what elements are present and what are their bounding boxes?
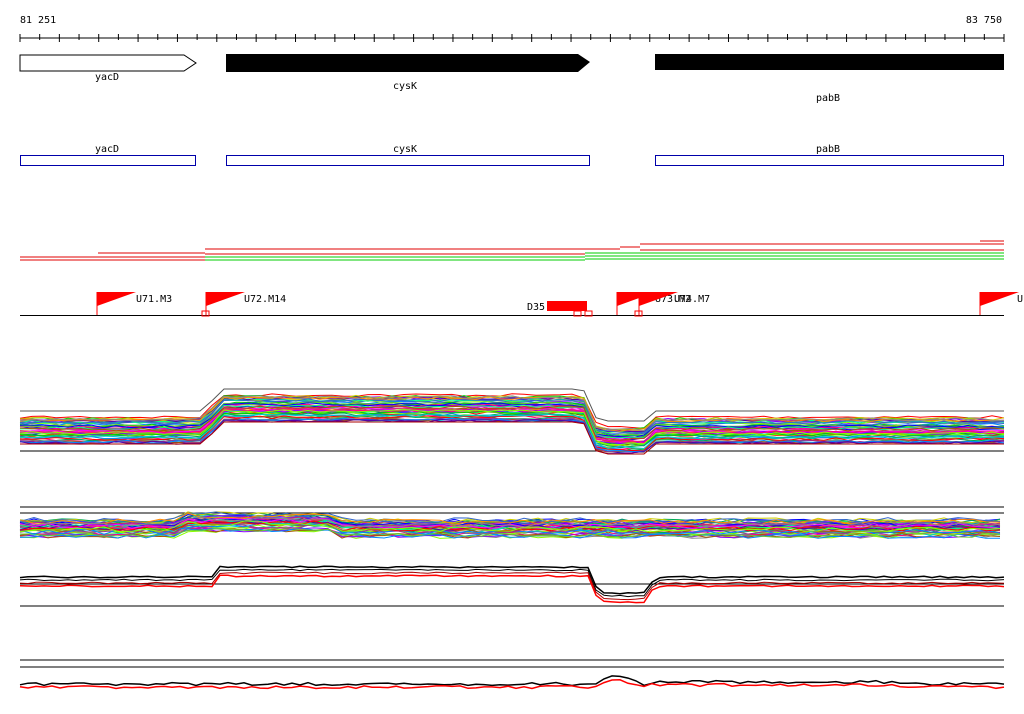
profile-line	[19, 397, 1005, 434]
summary-profile-track-1	[19, 565, 1005, 607]
marker-U-edge[interactable]: U	[979, 292, 1023, 315]
gene-box-label-cysK: cysK	[393, 144, 417, 155]
gene-arrow-track: yacD cysK pabB	[19, 54, 1004, 104]
profile-line	[19, 410, 1005, 447]
profile-line	[19, 409, 1005, 446]
gene-box-yacD[interactable]	[20, 155, 196, 166]
gene-label-yacD: yacD	[95, 72, 119, 83]
ruler-ticks	[19, 34, 1005, 42]
coverage-lines-track	[20, 240, 1004, 261]
marker-U74-M7[interactable]: U74.M7	[634, 292, 710, 317]
gene-label-pabB: pabB	[816, 93, 840, 104]
gene-box-label-pabB: pabB	[816, 144, 840, 155]
summary-line	[19, 679, 1005, 690]
summary-line	[19, 574, 1005, 604]
marker-label: U74.M7	[674, 294, 710, 305]
marker-tick-box	[573, 310, 582, 317]
profile-line	[19, 512, 1001, 525]
profile-line	[19, 517, 1001, 529]
flag-icon	[97, 292, 136, 306]
marker-label: U	[1017, 294, 1023, 305]
profile-line	[19, 401, 1005, 438]
marker-D35[interactable]: D35	[527, 301, 593, 317]
expression-profile-track-2	[19, 506, 1004, 539]
ruler-end-label: 83 750	[966, 15, 1002, 26]
marker-tick-box	[634, 310, 643, 317]
gene-box-track: yacD cysK pabB	[20, 144, 1004, 166]
coordinate-ruler: 81 251 83 750	[19, 15, 1005, 42]
marker-bar	[547, 301, 587, 311]
flag-icon	[206, 292, 245, 306]
profile-line	[19, 393, 1005, 429]
profile-line	[19, 527, 1001, 539]
summary-profile-track-2	[19, 659, 1005, 690]
flag-icon	[639, 292, 678, 306]
flag-icon	[980, 292, 1019, 306]
gene-box-pabB[interactable]	[655, 155, 1004, 166]
marker-track: U71.M3 U72.M14 D35 U73.M2 U74.M7	[20, 292, 1023, 317]
gene-box-cysK[interactable]	[226, 155, 590, 166]
profile-line	[19, 516, 1001, 528]
gene-arrow-cysK[interactable]	[226, 54, 590, 72]
gene-label-cysK: cysK	[393, 81, 417, 92]
profile-line	[19, 405, 1005, 441]
marker-label: U72.M14	[244, 294, 286, 305]
profile-line	[19, 526, 1001, 538]
gene-box-label-yacD: yacD	[95, 144, 119, 155]
ruler-start-label: 81 251	[20, 15, 56, 26]
marker-label: U71.M3	[136, 294, 172, 305]
profile-line	[19, 511, 1001, 524]
gene-arrow-yacD[interactable]	[19, 54, 197, 72]
expression-profile-track-1	[19, 388, 1005, 455]
profile-line	[19, 415, 1005, 452]
summary-line	[19, 568, 1005, 598]
gene-arrow-pabB[interactable]	[655, 54, 1004, 70]
profile-line	[19, 413, 1005, 450]
marker-label: D35	[527, 302, 545, 313]
profile-line	[19, 404, 1005, 439]
marker-U71-M3[interactable]: U71.M3	[96, 292, 172, 315]
summary-line	[19, 565, 1005, 595]
summary-line	[19, 571, 1005, 601]
profile-line	[19, 410, 1005, 446]
profile-line	[19, 402, 1005, 439]
profile-line	[19, 520, 1001, 533]
profile-line	[19, 520, 1001, 532]
profile-line	[19, 395, 1005, 432]
profile-line	[19, 398, 1005, 434]
marker-tick-box	[584, 310, 593, 317]
marker-U72-M14[interactable]: U72.M14	[201, 292, 286, 317]
profile-line	[19, 417, 1005, 453]
marker-tick-box	[201, 310, 210, 317]
summary-line	[19, 675, 1005, 687]
marker-label: U73.M2	[655, 294, 691, 305]
